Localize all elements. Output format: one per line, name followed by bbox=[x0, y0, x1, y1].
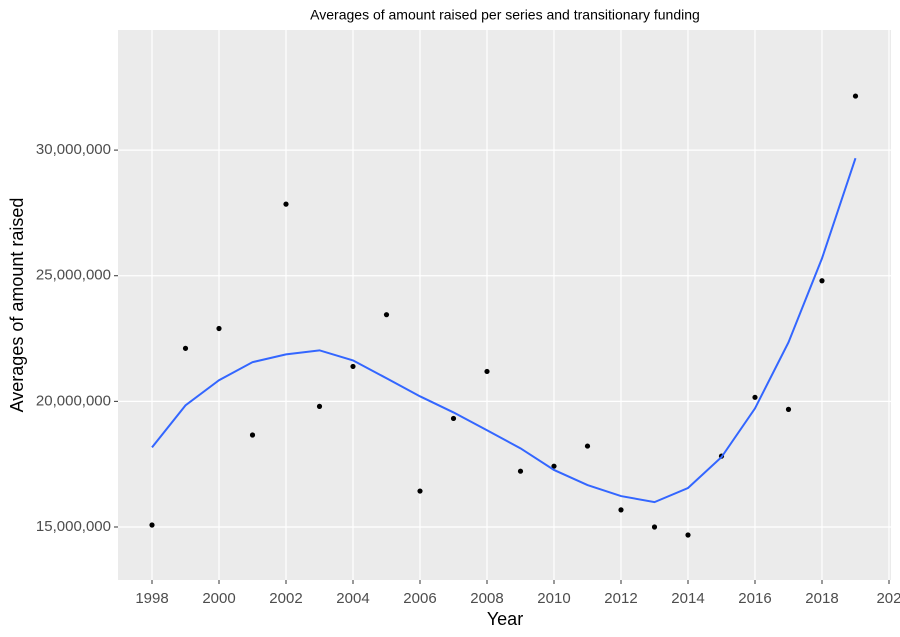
y-axis-label: Averages of amount raised bbox=[7, 198, 27, 413]
data-point bbox=[149, 522, 155, 528]
data-point bbox=[517, 468, 524, 474]
y-tick-label: 30,000,000 bbox=[36, 141, 111, 158]
x-tick-label: 2000 bbox=[202, 590, 235, 607]
data-point bbox=[350, 363, 356, 370]
x-tick-label: 2002 bbox=[269, 590, 302, 607]
data-point bbox=[618, 507, 624, 513]
x-tick-label: 2008 bbox=[470, 590, 503, 607]
data-point bbox=[651, 524, 658, 530]
data-point bbox=[685, 532, 691, 538]
data-point bbox=[182, 345, 189, 351]
data-point bbox=[584, 443, 591, 449]
data-point bbox=[417, 488, 423, 494]
data-point bbox=[752, 394, 758, 400]
data-point bbox=[383, 312, 390, 318]
y-tick-label: 15,000,000 bbox=[36, 518, 111, 535]
y-tick-label: 20,000,000 bbox=[36, 392, 111, 409]
data-point bbox=[852, 93, 859, 99]
plot-panel bbox=[118, 30, 891, 580]
chart-title: Averages of amount raised per series and… bbox=[310, 7, 700, 23]
data-point bbox=[216, 325, 222, 332]
x-tick-label: 2012 bbox=[604, 590, 637, 607]
data-point bbox=[450, 415, 457, 422]
smooth-line bbox=[151, 157, 857, 504]
data-point bbox=[819, 278, 825, 284]
data-point bbox=[316, 403, 323, 409]
y-tick-label: 25,000,000 bbox=[36, 267, 111, 284]
x-tick-label: 2014 bbox=[671, 590, 704, 607]
x-tick-label: 1998 bbox=[135, 590, 168, 607]
x-tick-label: 2006 bbox=[403, 590, 436, 607]
x-tick-label: 2018 bbox=[805, 590, 838, 607]
data-point bbox=[249, 432, 256, 438]
data-point bbox=[551, 463, 557, 469]
x-tick-label: 202 bbox=[876, 590, 900, 607]
x-axis-label: Year bbox=[487, 609, 523, 629]
x-tick-label: 2004 bbox=[336, 590, 369, 607]
data-point bbox=[484, 368, 490, 375]
x-tick-label: 2016 bbox=[738, 590, 771, 607]
x-tick-label: 2010 bbox=[537, 590, 570, 607]
data-point bbox=[785, 406, 792, 412]
data-point bbox=[283, 201, 289, 207]
